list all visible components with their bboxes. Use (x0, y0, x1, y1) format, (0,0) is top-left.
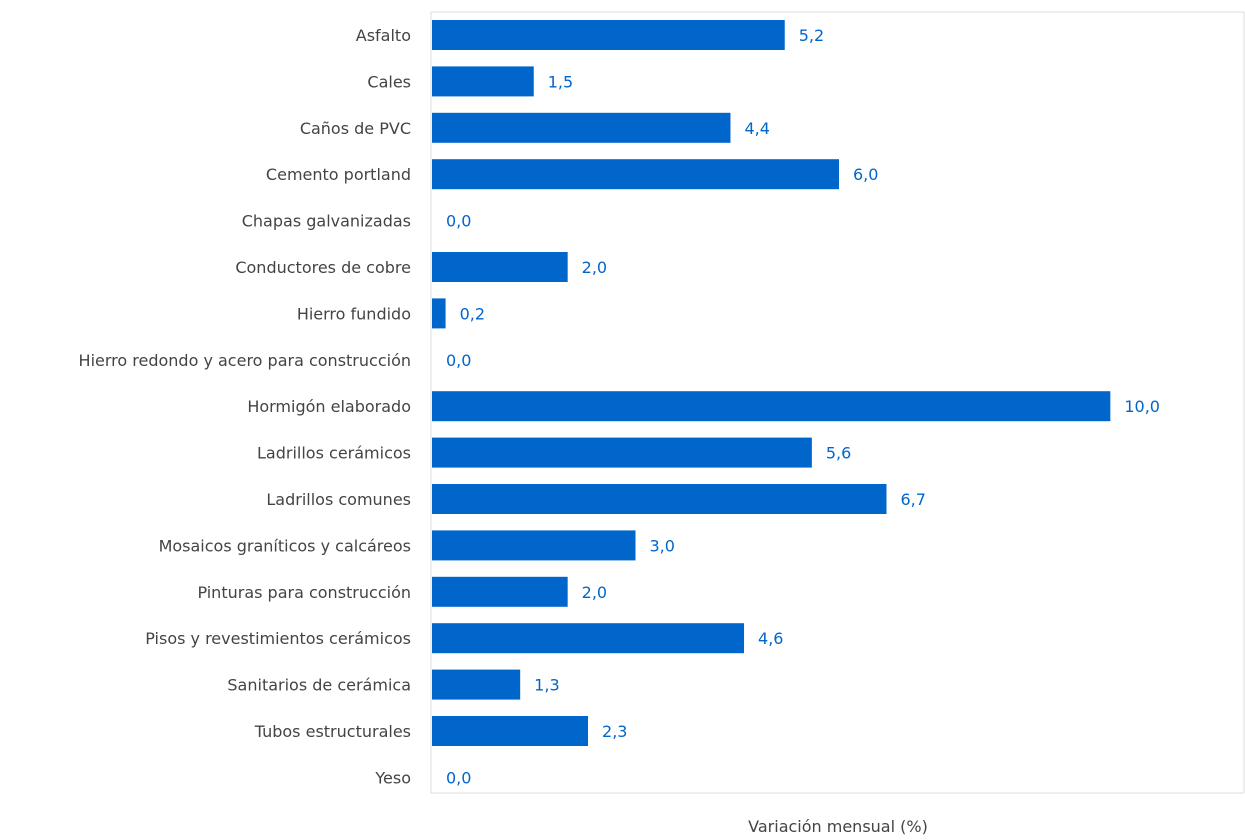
category-label: Caños de PVC (300, 119, 411, 138)
data-label: 4,6 (758, 629, 783, 648)
category-label: Mosaicos graníticos y calcáreos (159, 536, 411, 555)
data-label: 6,7 (900, 490, 925, 509)
category-labels: Asfalto Cales Caños de PVC Cemento portland… (79, 26, 411, 787)
data-label: 0,0 (446, 768, 471, 787)
bar (432, 576, 568, 607)
category-label: Chapas galvanizadas (242, 212, 411, 231)
data-label: 1,5 (548, 72, 573, 91)
data-label: 6,0 (853, 165, 878, 184)
data-label: 0,2 (460, 304, 485, 323)
data-label: 2,0 (582, 583, 607, 602)
category-label: Hierro redondo y acero para construcción (79, 351, 411, 370)
bar (432, 530, 636, 561)
category-label: Asfalto (356, 26, 411, 45)
category-label: Yeso (374, 768, 411, 787)
bar (432, 391, 1111, 422)
bar (432, 623, 745, 654)
category-label: Tubos estructurales (254, 722, 411, 741)
data-label: 2,3 (602, 722, 627, 741)
bar (432, 66, 534, 97)
category-label: Ladrillos comunes (266, 490, 411, 509)
data-label: 5,2 (799, 26, 824, 45)
bar (432, 484, 887, 514)
bar (432, 20, 785, 50)
category-label: Sanitarios de cerámica (227, 676, 411, 695)
category-label: Pinturas para construcción (197, 583, 411, 602)
bar (432, 716, 589, 746)
bars (432, 20, 1111, 746)
bar (432, 669, 521, 700)
x-axis-title: Variación mensual (%) (748, 817, 928, 836)
category-label: Cales (367, 72, 411, 91)
category-label: Hormigón elaborado (247, 397, 411, 416)
bar (432, 159, 839, 190)
category-label: Conductores de cobre (235, 258, 411, 277)
bar (432, 437, 812, 468)
category-label: Pisos y revestimientos cerámicos (145, 629, 411, 648)
data-label: 4,4 (744, 119, 769, 138)
data-label: 1,3 (534, 676, 559, 695)
grid (430, 11, 1245, 794)
data-label: 0,0 (446, 351, 471, 370)
bar (432, 112, 731, 143)
bar (432, 252, 568, 282)
category-label: Ladrillos cerámicos (257, 444, 411, 463)
data-label: 3,0 (650, 536, 675, 555)
category-label: Hierro fundido (297, 304, 411, 323)
data-label: 0,0 (446, 212, 471, 231)
data-label: 2,0 (582, 258, 607, 277)
data-label: 5,6 (826, 444, 851, 463)
bar (432, 298, 446, 329)
data-label: 10,0 (1124, 397, 1160, 416)
value-labels: 5,2 1,5 4,4 6,0 0,0 2,0 0,2 0,0 10,0 5,6 6,7 3,0 2,0… (446, 26, 1160, 787)
category-label: Cemento portland (266, 165, 411, 184)
